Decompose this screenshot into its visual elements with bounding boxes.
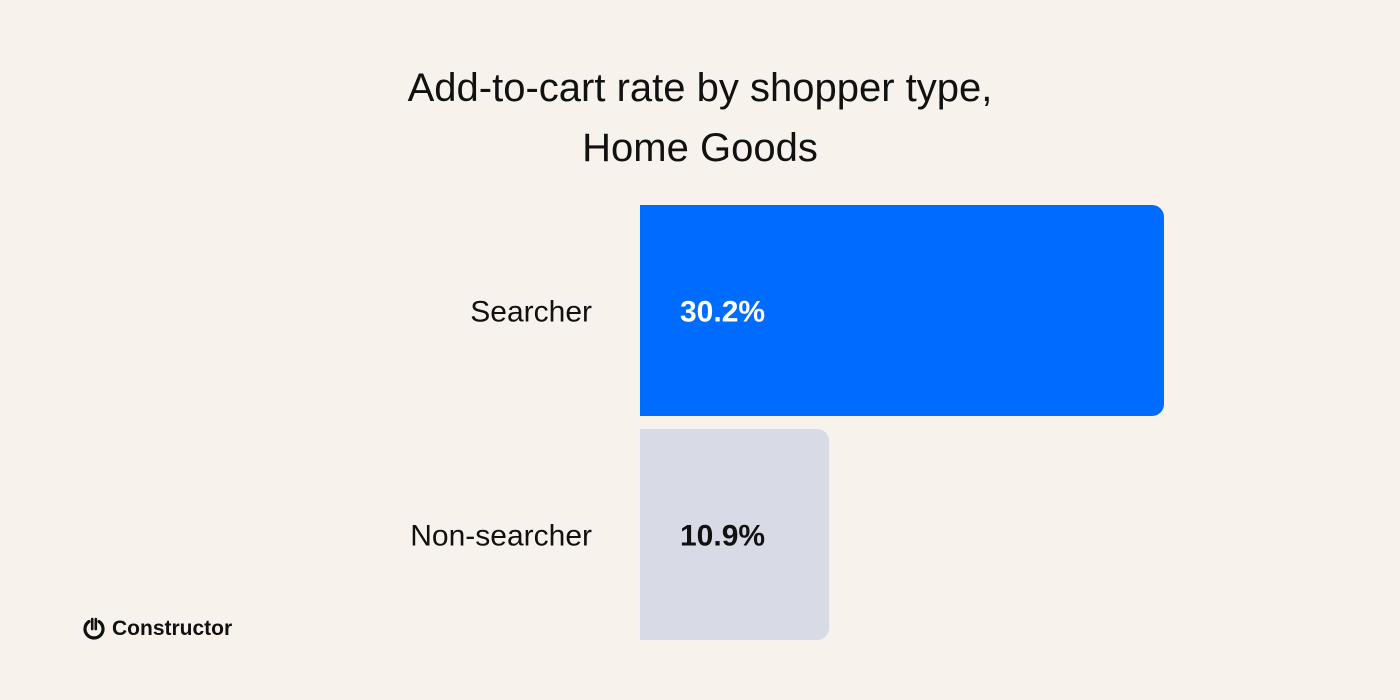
- constructor-logo: Constructor: [82, 617, 232, 641]
- category-label: Non-searcher: [410, 520, 592, 553]
- category-label: Searcher: [470, 296, 592, 329]
- chart-title-line-1: Add-to-cart rate by shopper type,: [407, 66, 993, 110]
- power-icon: [83, 617, 105, 640]
- data-label: 10.9%: [680, 520, 765, 553]
- bar-non-searcher: [640, 429, 830, 640]
- data-label: 30.2%: [680, 296, 765, 329]
- chart-title-line-2: Home Goods: [582, 126, 818, 170]
- logo-text: Constructor: [112, 617, 233, 640]
- bar-searcher: [640, 205, 1164, 416]
- chart-title: Add-to-cart rate by shopper type, Home G…: [0, 58, 1400, 178]
